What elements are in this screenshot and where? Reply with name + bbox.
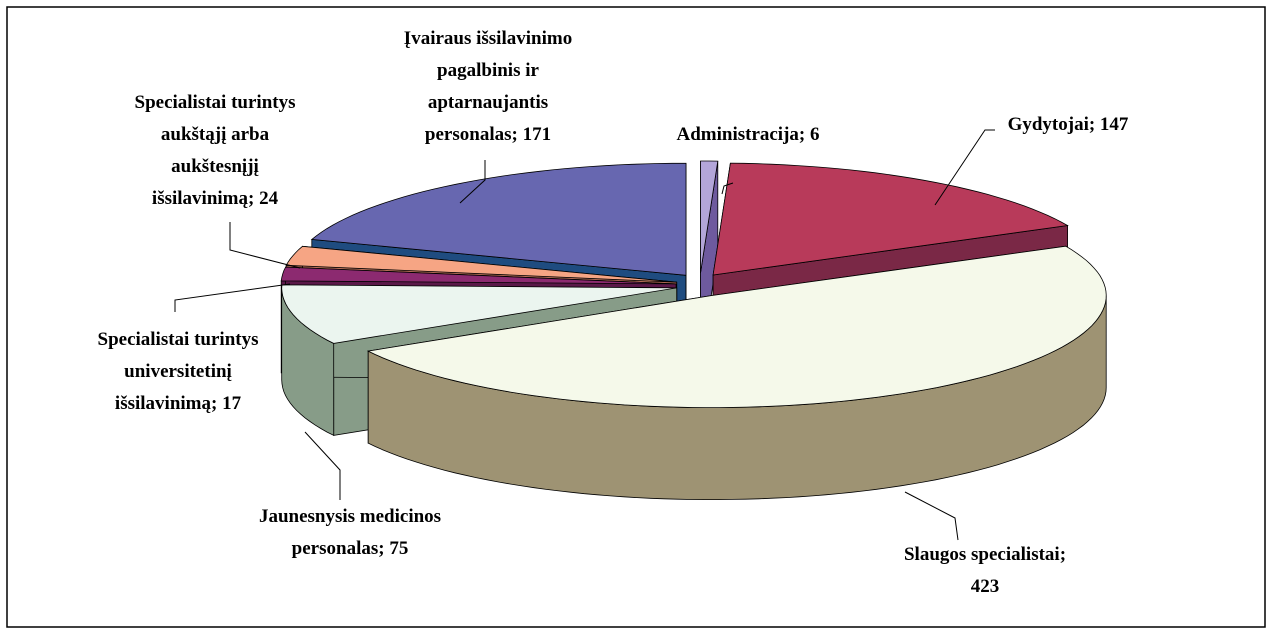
data-label: Specialistai turintys	[98, 329, 259, 350]
slice	[280, 266, 677, 285]
data-label: Įvairaus išsilavinimo	[404, 28, 572, 49]
slice	[700, 160, 719, 274]
leader-line	[904, 491, 959, 541]
data-label: Jaunesnysis medicinos	[259, 506, 441, 527]
slice	[281, 284, 677, 344]
data-label: personalas; 171	[425, 124, 551, 145]
data-label: Specialistai turintys	[135, 92, 296, 113]
leader-line	[934, 129, 995, 206]
leader-line	[459, 160, 486, 204]
data-label: išsilavinimą; 17	[115, 393, 242, 414]
data-label: išsilavinimą; 24	[152, 188, 279, 209]
leader-line	[229, 222, 301, 269]
leader-line	[174, 283, 291, 312]
pie	[280, 160, 1107, 501]
data-label: pagalbinis ir	[437, 60, 539, 81]
data-label: universitetinį	[124, 361, 232, 382]
data-label: aptarnaujantis	[428, 92, 548, 113]
slice	[366, 245, 1107, 409]
leader-line	[304, 431, 341, 500]
slice	[310, 162, 687, 276]
slice	[712, 162, 1069, 276]
data-label: Administracija; 6	[676, 124, 819, 145]
labels: Administracija; 6 Gydytojai; 147 Slaugos s…	[98, 28, 1129, 597]
leader-line	[721, 182, 734, 195]
data-label: 423	[971, 576, 1000, 597]
data-label: aukštąjį arba	[161, 124, 270, 145]
data-label: aukštesnįjį	[171, 156, 259, 177]
data-label: personalas; 75	[292, 538, 409, 559]
data-label: Gydytojai; 147	[1008, 114, 1129, 135]
data-label: Slaugos specialistai;	[904, 544, 1066, 565]
